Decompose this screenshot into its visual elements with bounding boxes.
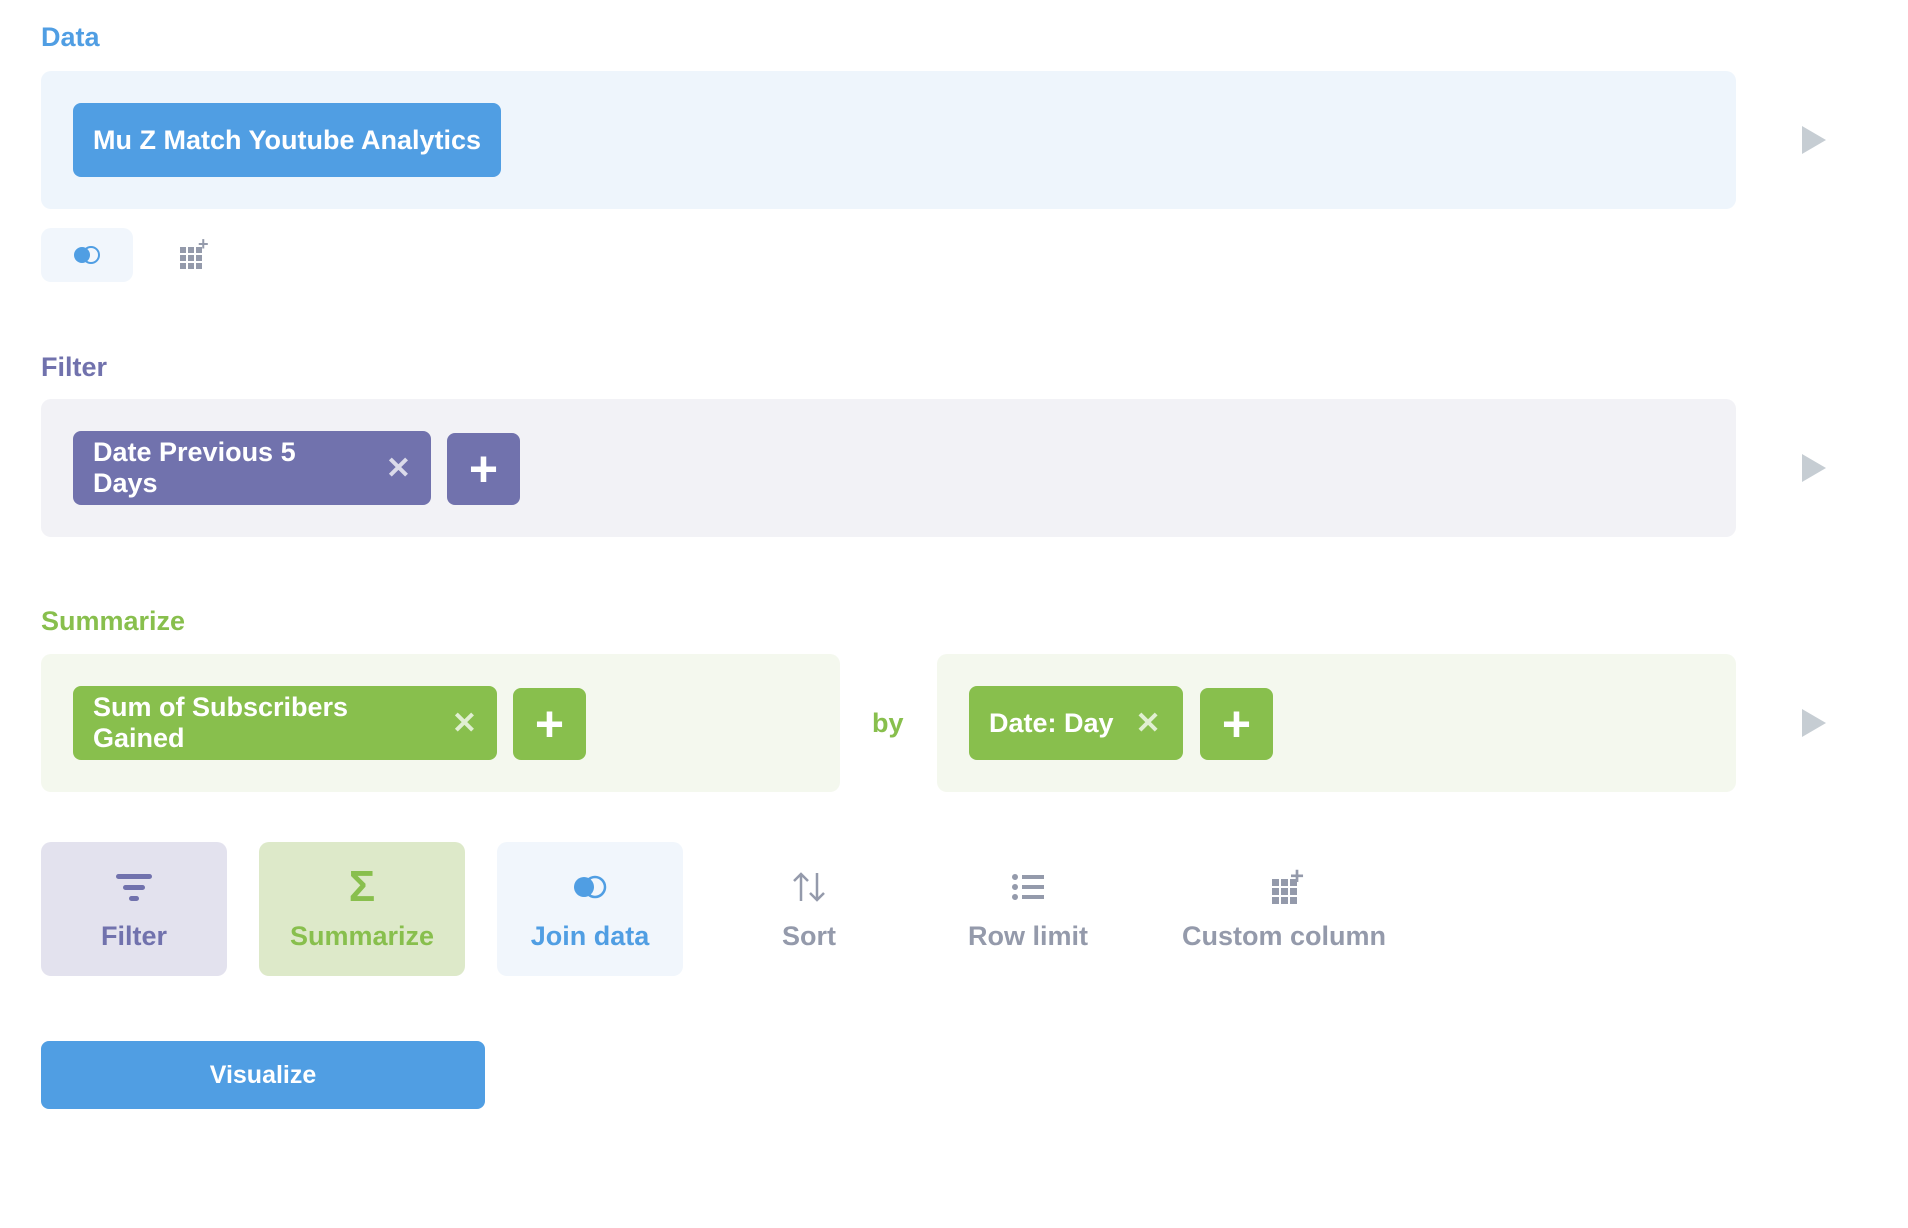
by-label: by <box>872 708 904 738</box>
remove-filter-icon[interactable]: ✕ <box>385 451 411 485</box>
add-grouping-button[interactable]: + <box>1200 688 1273 760</box>
preview-data-button[interactable] <box>1802 126 1826 154</box>
visualize-label: Visualize <box>209 1060 317 1089</box>
add-filter-button[interactable]: + <box>447 433 520 505</box>
filter-pill[interactable]: Date Previous 5 Days ✕ <box>73 431 431 505</box>
join-shortcut-button[interactable] <box>41 228 133 282</box>
list-icon <box>1012 867 1044 907</box>
remove-metric-icon[interactable]: ✕ <box>451 706 477 740</box>
action-label: Join data <box>530 920 650 951</box>
sort-icon <box>791 867 827 907</box>
action-label: Filter <box>100 920 167 951</box>
metric-pill[interactable]: Sum of Subscribers Gained ✕ <box>73 686 497 760</box>
remove-grouping-icon[interactable]: ✕ <box>1135 706 1161 740</box>
action-summarize-button[interactable]: Σ Summarize <box>259 842 465 976</box>
action-row-limit-button[interactable]: Row limit <box>938 842 1118 976</box>
action-custom-column-button[interactable]: + Custom column <box>1164 842 1404 976</box>
grouping-pill-label: Date: Day <box>989 707 1114 738</box>
custom-column-icon <box>180 247 212 269</box>
metric-pill-label: Sum of Subscribers Gained <box>93 692 349 753</box>
filter-section-label: Filter <box>41 352 108 382</box>
action-label: Row limit <box>968 920 1088 951</box>
filter-icon <box>116 867 152 907</box>
grouping-pill[interactable]: Date: Day ✕ <box>969 686 1183 760</box>
join-icon <box>74 246 100 264</box>
action-label: Custom column <box>1181 920 1386 951</box>
data-source-name: Mu Z Match Youtube Analytics <box>93 124 482 155</box>
custom-column-shortcut-button[interactable]: + <box>180 234 212 272</box>
data-section-label: Data <box>41 22 100 52</box>
action-sort-button[interactable]: Sort <box>729 842 889 976</box>
action-join-button[interactable]: Join data <box>497 842 683 976</box>
join-icon <box>571 867 609 907</box>
data-source-pill[interactable]: Mu Z Match Youtube Analytics <box>73 103 502 177</box>
visualize-button[interactable]: Visualize <box>41 1041 485 1109</box>
summarize-section-label: Summarize <box>41 606 186 636</box>
sigma-icon: Σ <box>348 861 376 911</box>
preview-filter-button[interactable] <box>1802 454 1826 482</box>
action-label: Summarize <box>289 920 435 951</box>
preview-summarize-button[interactable] <box>1802 709 1826 737</box>
add-metric-button[interactable]: + <box>513 688 586 760</box>
action-filter-button[interactable]: Filter <box>41 842 227 976</box>
custom-column-icon: + <box>1264 863 1304 907</box>
action-label: Sort <box>782 920 836 951</box>
filter-pill-label: Date Previous 5 Days <box>93 437 296 498</box>
